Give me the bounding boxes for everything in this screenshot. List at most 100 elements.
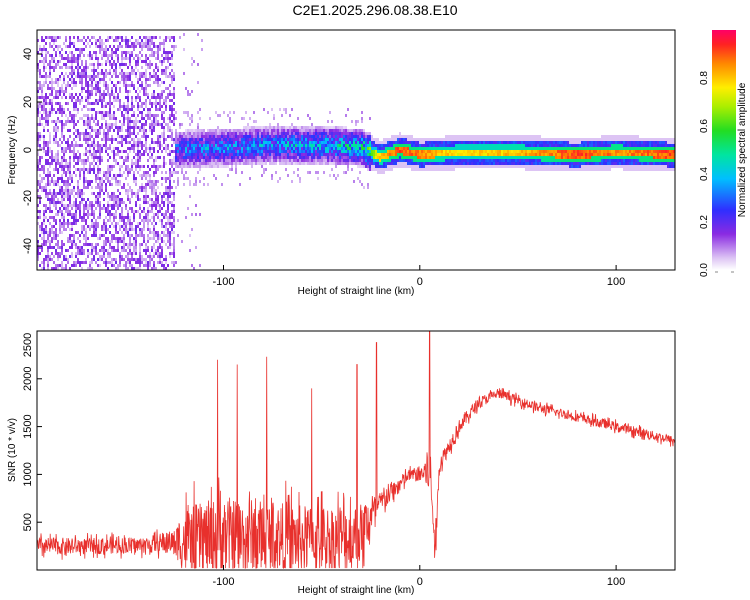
heatmap-cell	[71, 150, 73, 153]
heatmap-cell	[321, 129, 323, 132]
heatmap-cell	[327, 144, 329, 147]
heatmap-cell	[65, 258, 67, 261]
heatmap-cell	[79, 54, 81, 57]
heatmap-cell	[219, 165, 221, 168]
heatmap-cell	[229, 156, 231, 159]
heatmap-cell	[69, 222, 71, 225]
heatmap-cell	[205, 153, 207, 156]
heatmap-cell	[283, 159, 285, 162]
heatmap-cell	[57, 258, 59, 261]
heatmap-cell	[235, 168, 237, 171]
heatmap-cell	[211, 153, 213, 156]
heatmap-cell	[61, 132, 63, 135]
heatmap-cell	[217, 156, 219, 159]
heatmap-cell	[193, 135, 195, 138]
heatmap-cell	[55, 93, 57, 96]
heatmap-cell	[329, 111, 331, 114]
heatmap-cell	[461, 141, 463, 144]
heatmap-cell	[281, 129, 283, 132]
heatmap-cell	[435, 144, 437, 147]
heatmap-cell	[377, 159, 379, 162]
heatmap-cell	[237, 162, 239, 165]
heatmap-cell	[91, 186, 93, 189]
heatmap-cell	[93, 204, 95, 207]
heatmap-cell	[247, 129, 249, 132]
heatmap-cell	[151, 105, 153, 108]
heatmap-cell	[313, 138, 315, 141]
heatmap-cell	[197, 33, 199, 36]
heatmap-cell	[173, 231, 175, 234]
heatmap-cell	[137, 87, 139, 90]
heatmap-cell	[125, 135, 127, 138]
heatmap-cell	[187, 162, 189, 165]
heatmap-cell	[295, 138, 297, 141]
heatmap-cell	[71, 177, 73, 180]
heatmap-cell	[353, 162, 355, 165]
heatmap-cell	[169, 39, 171, 42]
heatmap-cell	[73, 156, 75, 159]
heatmap-cell	[161, 246, 163, 249]
heatmap-cell	[107, 102, 109, 105]
heatmap-cell	[257, 129, 259, 132]
heatmap-cell	[203, 129, 205, 132]
heatmap-cell	[269, 147, 271, 150]
heatmap-cell	[139, 216, 141, 219]
heatmap-cell	[333, 174, 335, 177]
heatmap-cell	[71, 141, 73, 144]
heatmap-cell	[77, 60, 79, 63]
heatmap-cell	[295, 132, 297, 135]
heatmap-cell	[153, 150, 155, 153]
heatmap-cell	[155, 105, 157, 108]
heatmap-cell	[231, 168, 233, 171]
heatmap-cell	[217, 114, 219, 117]
heatmap-cell	[405, 156, 407, 159]
heatmap-cell	[467, 141, 469, 144]
heatmap-cell	[273, 117, 275, 120]
heatmap-cell	[445, 162, 447, 165]
heatmap-cell	[133, 84, 135, 87]
heatmap-cell	[337, 138, 339, 141]
heatmap-cell	[149, 186, 151, 189]
heatmap-cell	[407, 162, 409, 165]
heatmap-cell	[137, 57, 139, 60]
heatmap-cell	[367, 132, 369, 135]
heatmap-cell	[123, 243, 125, 246]
heatmap-cell	[117, 93, 119, 96]
heatmap-cell	[105, 150, 107, 153]
heatmap-cell	[55, 195, 57, 198]
heatmap-cell	[301, 141, 303, 144]
heatmap-cell	[359, 129, 361, 132]
heatmap-cell	[153, 171, 155, 174]
heatmap-cell	[49, 198, 51, 201]
heatmap-cell	[135, 99, 137, 102]
heatmap-cell	[317, 159, 319, 162]
heatmap-cell	[231, 156, 233, 159]
heatmap-cell	[405, 159, 407, 162]
heatmap-cell	[175, 156, 177, 159]
heatmap-cell	[445, 153, 447, 156]
heatmap-cell	[251, 153, 253, 156]
heatmap-cell	[215, 147, 217, 150]
heatmap-cell	[367, 141, 369, 144]
heatmap-cell	[409, 138, 411, 141]
heatmap-cell	[105, 39, 107, 42]
heatmap-cell	[173, 141, 175, 144]
heatmap-cell	[91, 54, 93, 57]
heatmap-cell	[171, 105, 173, 108]
heatmap-cell	[49, 108, 51, 111]
heatmap-cell	[335, 144, 337, 147]
heatmap-cell	[103, 48, 105, 51]
heatmap-cell	[369, 147, 371, 150]
heatmap-cell	[321, 150, 323, 153]
heatmap-cell	[91, 93, 93, 96]
heatmap-cell	[37, 141, 39, 144]
heatmap-cell	[293, 162, 295, 165]
heatmap-cell	[47, 75, 49, 78]
heatmap-cell	[241, 147, 243, 150]
heatmap-cell	[141, 186, 143, 189]
heatmap-cell	[411, 150, 413, 153]
heatmap-cell	[91, 204, 93, 207]
heatmap-cell	[295, 153, 297, 156]
heatmap-cell	[129, 150, 131, 153]
heatmap-cell	[61, 225, 63, 228]
